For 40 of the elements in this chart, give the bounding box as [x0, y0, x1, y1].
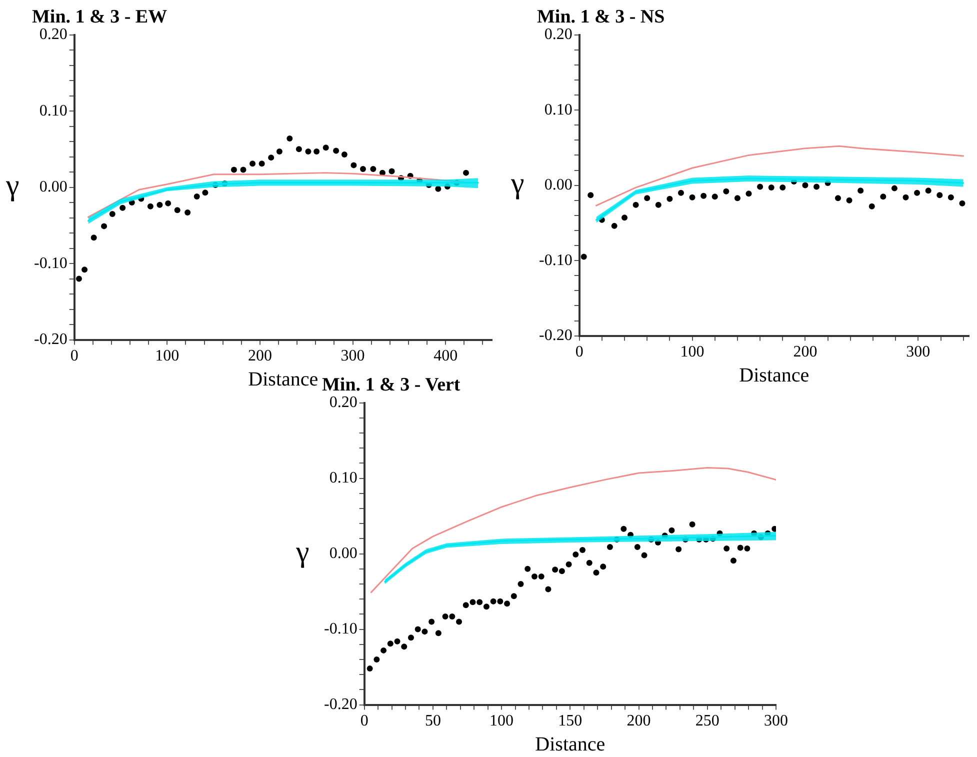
- y-tick-label: 0.00: [329, 545, 358, 562]
- x-tick-label: 0: [70, 348, 78, 365]
- x-axis-title: Distance: [739, 364, 810, 386]
- y-tick-label: -0.20: [324, 696, 358, 714]
- x-tick-label: 300: [906, 344, 930, 361]
- y-axis-title: γ: [510, 167, 524, 200]
- y-axis-title: γ: [5, 169, 20, 202]
- x-tick-label: 300: [340, 348, 365, 365]
- x-tick-label: 200: [793, 344, 818, 361]
- y-tick-label: 0.00: [39, 178, 68, 196]
- chart-title: Min. 1 & 3 - Vert: [322, 374, 461, 396]
- y-tick-label: 0.00: [544, 176, 572, 194]
- x-tick-label: 400: [434, 348, 458, 365]
- x-tick-label: 100: [680, 344, 704, 361]
- y-tick-label: 0.20: [39, 26, 68, 44]
- x-tick-label: 200: [248, 348, 272, 365]
- x-axis-title: Distance: [535, 733, 606, 756]
- x-tick-label: 0: [360, 712, 368, 730]
- y-tick-label: -0.10: [324, 620, 358, 638]
- y-tick-label: 0.20: [329, 394, 358, 412]
- y-tick-label: -0.10: [34, 254, 68, 272]
- x-tick-label: 200: [626, 712, 651, 730]
- y-tick-label: -0.20: [539, 327, 572, 344]
- x-tick-label: 100: [155, 348, 180, 365]
- x-tick-label: 50: [424, 712, 441, 730]
- y-tick-label: 0.10: [329, 470, 358, 487]
- y-tick-label: 0.20: [544, 26, 572, 44]
- y-tick-label: 0.10: [544, 101, 572, 118]
- x-tick-label: 250: [695, 712, 720, 730]
- x-tick-label: 150: [558, 712, 582, 730]
- x-axis-title: Distance: [248, 368, 318, 390]
- y-tick-label: -0.10: [539, 252, 572, 269]
- chart-title: Min. 1 & 3 - NS: [537, 6, 665, 28]
- y-axis-title: γ: [295, 536, 310, 569]
- x-tick-label: 300: [764, 712, 788, 730]
- y-tick-label: -0.20: [34, 331, 68, 348]
- x-tick-label: 100: [490, 712, 514, 730]
- chart-title: Min. 1 & 3 - EW: [32, 6, 168, 28]
- y-tick-label: 0.10: [39, 102, 68, 120]
- x-tick-label: 0: [575, 344, 584, 361]
